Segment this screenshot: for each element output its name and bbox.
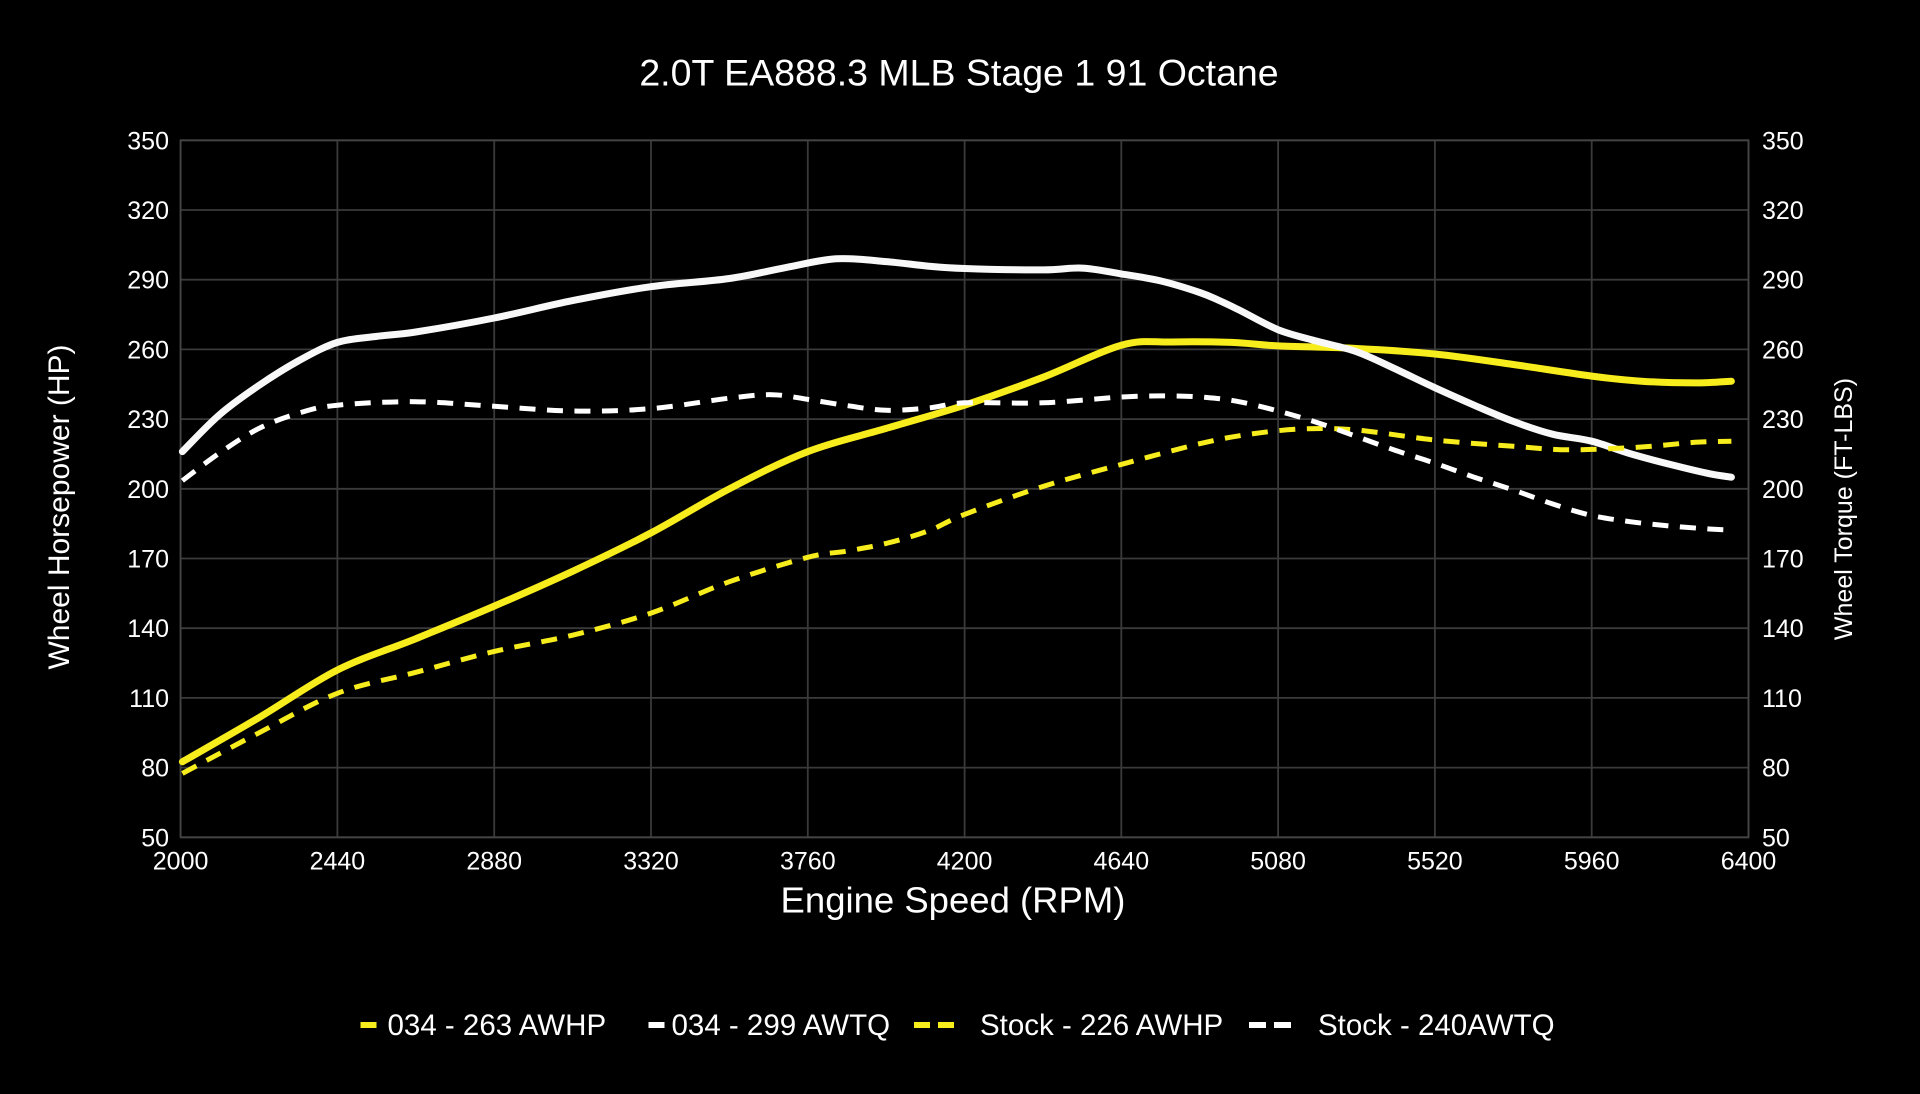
svg-text:2880: 2880 [466, 848, 522, 876]
svg-text:110: 110 [129, 685, 169, 713]
svg-text:200: 200 [1762, 476, 1804, 504]
svg-text:80: 80 [141, 755, 169, 783]
svg-text:350: 350 [1762, 127, 1804, 155]
svg-text:320: 320 [1762, 197, 1804, 225]
svg-text:2000: 2000 [153, 848, 209, 876]
svg-text:5080: 5080 [1250, 848, 1306, 876]
svg-text:170: 170 [1762, 546, 1804, 574]
svg-text:Stock - 240AWTQ: Stock - 240AWTQ [1318, 1009, 1555, 1042]
svg-text:170: 170 [127, 546, 169, 574]
svg-text:5960: 5960 [1564, 848, 1620, 876]
svg-text:034 - 299 AWTQ: 034 - 299 AWTQ [672, 1009, 891, 1042]
svg-text:Wheel Horsepower (HP): Wheel Horsepower (HP) [43, 344, 76, 669]
svg-text:2440: 2440 [310, 848, 366, 876]
svg-text:260: 260 [1762, 336, 1804, 364]
svg-text:140: 140 [127, 615, 169, 643]
svg-text:50: 50 [141, 824, 169, 852]
svg-text:5520: 5520 [1407, 848, 1463, 876]
svg-text:290: 290 [1762, 267, 1804, 295]
svg-text:034 - 263 AWHP: 034 - 263 AWHP [388, 1009, 607, 1042]
svg-text:50: 50 [1762, 824, 1790, 852]
svg-text:3320: 3320 [623, 848, 679, 876]
svg-text:140: 140 [1762, 615, 1804, 643]
svg-text:230: 230 [1762, 406, 1804, 434]
svg-text:290: 290 [127, 267, 169, 295]
svg-text:4640: 4640 [1093, 848, 1149, 876]
svg-text:Engine Speed (RPM): Engine Speed (RPM) [781, 880, 1126, 921]
svg-text:2.0T EA888.3 MLB Stage 1 91 Oc: 2.0T EA888.3 MLB Stage 1 91 Octane [639, 52, 1278, 94]
svg-text:4200: 4200 [937, 848, 993, 876]
svg-text:3760: 3760 [780, 848, 836, 876]
svg-text:320: 320 [127, 197, 169, 225]
svg-text:260: 260 [127, 336, 169, 364]
svg-text:80: 80 [1762, 755, 1790, 783]
svg-text:200: 200 [127, 476, 169, 504]
svg-text:Wheel Torque (FT-LBS): Wheel Torque (FT-LBS) [1830, 378, 1858, 640]
svg-text:230: 230 [127, 406, 169, 434]
svg-text:110: 110 [1762, 685, 1802, 713]
svg-text:Stock - 226 AWHP: Stock - 226 AWHP [980, 1009, 1223, 1042]
svg-text:350: 350 [127, 127, 169, 155]
svg-text:6400: 6400 [1721, 848, 1777, 876]
